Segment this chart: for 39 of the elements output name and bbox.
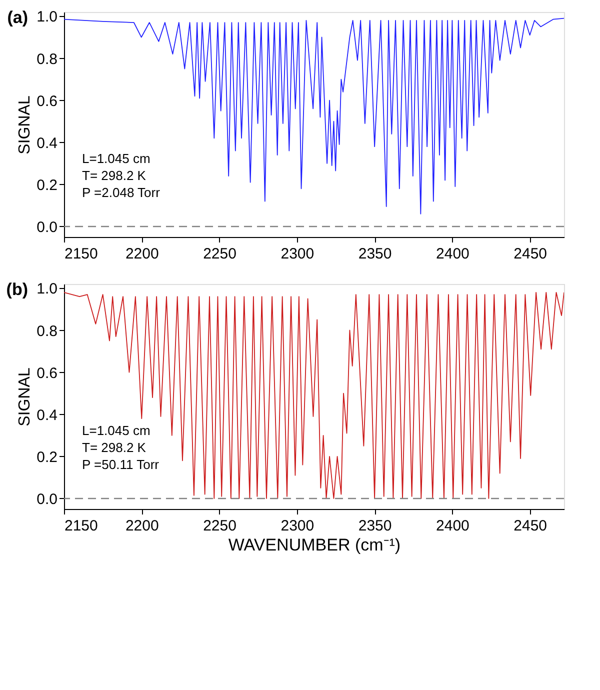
annotation: P =2.048 Torr bbox=[82, 185, 161, 200]
y-tick-label: 0.4 bbox=[36, 406, 58, 424]
y-tick-label: 0.8 bbox=[36, 50, 58, 68]
x-tick-label: 2250 bbox=[203, 246, 236, 262]
annotation: T= 298.2 K bbox=[82, 168, 146, 183]
y-tick-label: 1.0 bbox=[36, 280, 58, 298]
y-tick-label: 0.6 bbox=[36, 364, 58, 382]
x-tick-label: 2450 bbox=[514, 246, 548, 262]
x-tick-label: 2400 bbox=[436, 518, 470, 534]
annotation: L=1.045 cm bbox=[82, 423, 150, 438]
text: (a) bbox=[7, 8, 28, 27]
annotation: L=1.045 cm bbox=[82, 151, 150, 166]
y-tick-label: 0.0 bbox=[36, 218, 58, 236]
line-series bbox=[64, 292, 564, 499]
y-tick-label: 0.2 bbox=[36, 448, 58, 466]
x-tick-label: 2300 bbox=[280, 246, 314, 262]
y-tick-label: 0.8 bbox=[36, 322, 58, 340]
y-tick-label: 0.4 bbox=[36, 134, 58, 152]
text: (b) bbox=[6, 280, 28, 299]
x-tick-label: 2200 bbox=[125, 518, 159, 534]
x-tick-label: 2350 bbox=[358, 246, 392, 262]
x-tick-label: 2250 bbox=[203, 518, 236, 534]
x-tick-label: 2400 bbox=[436, 246, 470, 262]
x-tick-label: 2300 bbox=[280, 518, 314, 534]
y-tick-label: 0.6 bbox=[36, 92, 58, 110]
line-series bbox=[64, 18, 564, 214]
annotation: P =50.11 Torr bbox=[82, 457, 160, 472]
y-tick-label: 0.2 bbox=[36, 176, 58, 194]
y-axis-title: SIGNAL bbox=[16, 368, 34, 426]
x-tick-label: 2350 bbox=[358, 518, 392, 534]
y-axis-title: SIGNAL bbox=[16, 96, 34, 154]
y-tick-label: 0.0 bbox=[36, 490, 58, 508]
y-tick-label: 1.0 bbox=[36, 8, 58, 26]
x-tick-label: 2450 bbox=[514, 518, 548, 534]
x-tick-label: 2150 bbox=[64, 518, 98, 534]
x-tick-label: 2150 bbox=[64, 246, 98, 262]
x-tick-label: 2200 bbox=[125, 246, 159, 262]
annotation: T= 298.2 K bbox=[82, 440, 146, 455]
x-axis-title: WAVENUMBER (cm⁻¹) bbox=[228, 536, 401, 554]
